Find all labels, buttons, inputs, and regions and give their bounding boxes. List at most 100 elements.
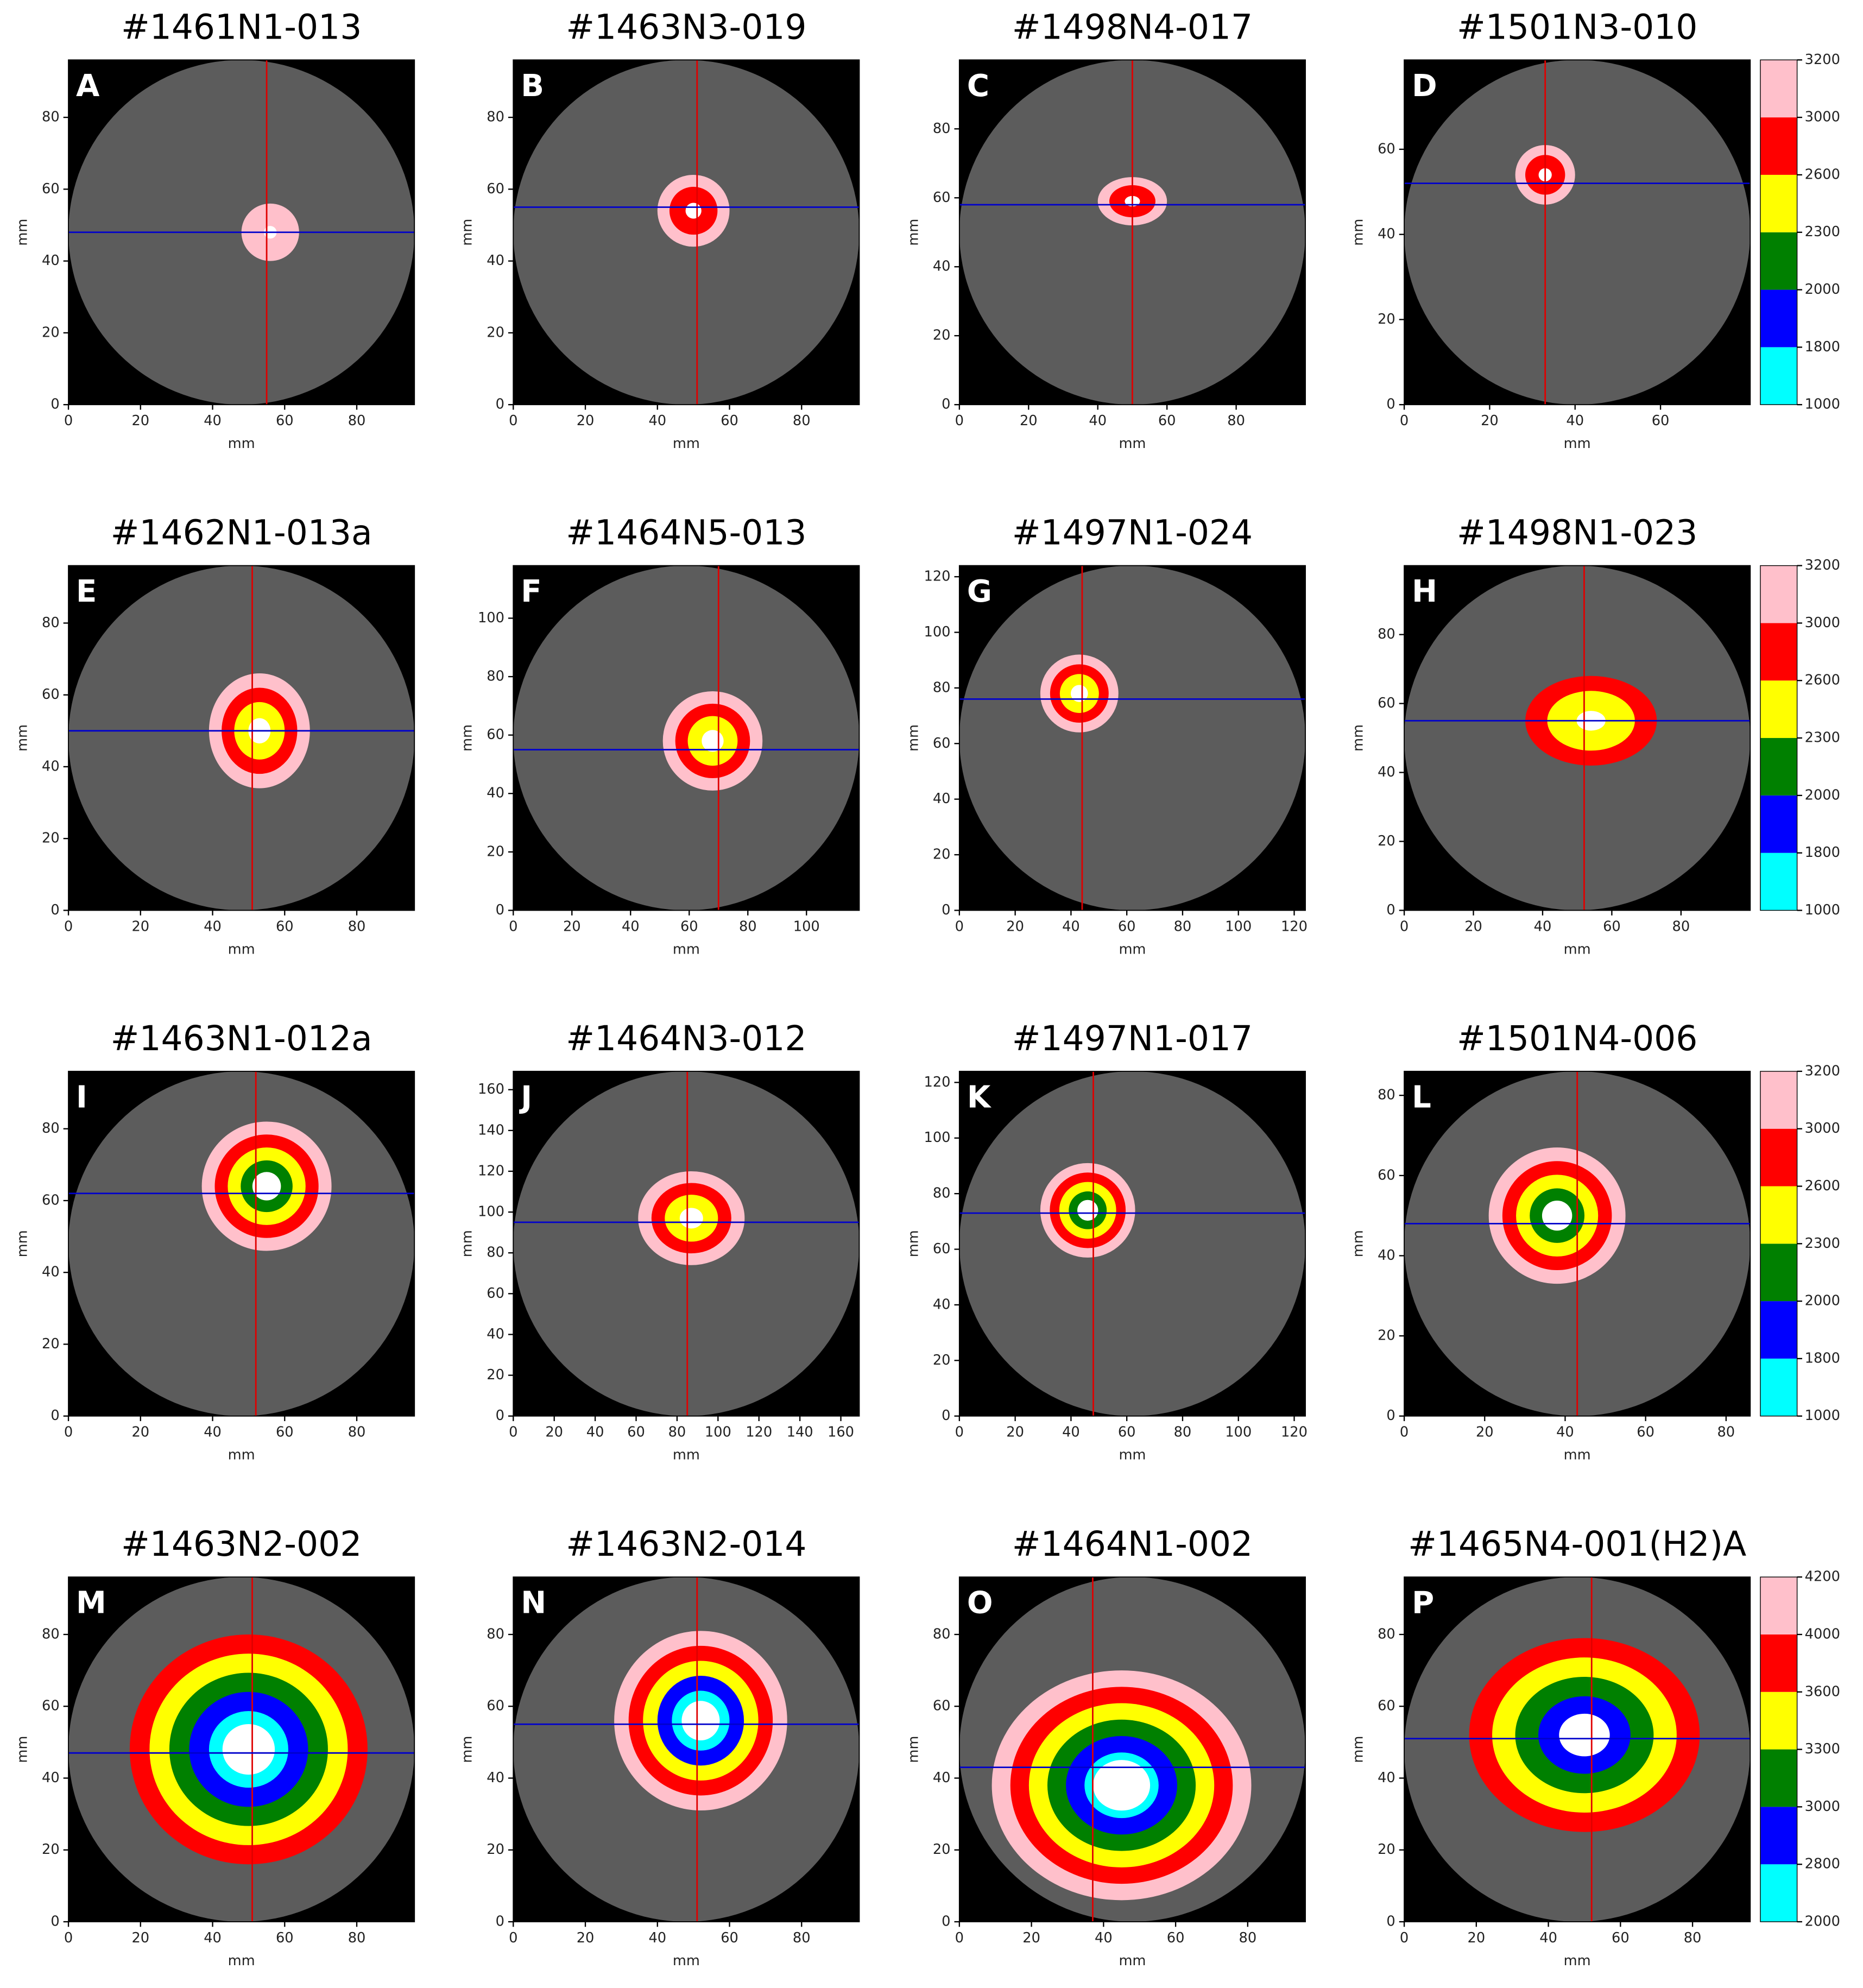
y-tick-label: 40 xyxy=(933,1296,951,1312)
y-tick-label: 100 xyxy=(478,610,504,626)
panel: #1497N1-017 K 0 20 40 60 80 100 120 0 20 40 60 80 100 1… xyxy=(905,1019,1308,1463)
axes xyxy=(959,565,1306,911)
y-axis-label: mm xyxy=(1350,219,1367,246)
x-tick-label: 120 xyxy=(746,1424,772,1441)
panel-label: N xyxy=(521,1586,546,1621)
axes xyxy=(959,1577,1306,1922)
x-tick-label: 80 xyxy=(1174,1424,1192,1441)
x-tick-label: 0 xyxy=(509,918,517,935)
colorbar-tick-label: 1800 xyxy=(1805,339,1840,355)
axes xyxy=(513,60,860,405)
lesion-region xyxy=(1077,1200,1098,1221)
panel-title: #1497N1-017 xyxy=(1012,1019,1253,1058)
panel-label: A xyxy=(76,68,100,104)
lesion-region xyxy=(1542,1201,1573,1231)
x-tick-label: 40 xyxy=(204,918,222,935)
panel-label: L xyxy=(1412,1080,1431,1115)
x-tick-label: 40 xyxy=(1089,413,1107,429)
y-tick-label: 100 xyxy=(478,1204,504,1220)
colorbar-tick-label: 4200 xyxy=(1805,1569,1840,1585)
axes-frame xyxy=(68,1070,415,1417)
x-tick-label: 60 xyxy=(1167,1930,1185,1946)
panel-title: #1498N4-017 xyxy=(1012,7,1253,47)
x-tick-label: 60 xyxy=(1612,1930,1630,1946)
y-tick-label: 40 xyxy=(42,758,60,774)
colorbar-segment xyxy=(1760,60,1797,118)
y-tick-label: 0 xyxy=(50,396,59,413)
x-tick-label: 20 xyxy=(1022,1930,1040,1946)
y-tick-label: 60 xyxy=(933,190,951,206)
panel-title: #1498N1-023 xyxy=(1457,513,1697,553)
x-tick-label: 80 xyxy=(348,413,366,429)
colorbar-segment xyxy=(1760,565,1797,623)
x-axis-label: mm xyxy=(228,1447,255,1463)
panel-title: #1501N3-010 xyxy=(1457,7,1697,47)
lesion-region xyxy=(1092,1760,1151,1811)
axes xyxy=(1404,565,1751,911)
panel-label: O xyxy=(967,1586,993,1621)
x-axis-label: mm xyxy=(228,1953,255,1969)
x-tick-label: 80 xyxy=(1174,918,1192,935)
y-tick-label: 0 xyxy=(942,396,950,413)
x-tick-label: 0 xyxy=(1400,413,1409,429)
x-axis-label: mm xyxy=(1564,1447,1591,1463)
x-tick-label: 40 xyxy=(586,1424,604,1441)
panel-title: #1463N1-012a xyxy=(111,1019,372,1058)
y-tick-label: 40 xyxy=(1378,764,1395,780)
x-tick-label: 40 xyxy=(1534,918,1552,935)
colorbar-segment xyxy=(1760,347,1797,405)
axes-frame xyxy=(958,1070,1306,1417)
y-tick-label: 60 xyxy=(1378,1698,1395,1714)
x-tick-label: 0 xyxy=(955,1930,964,1946)
colorbar-tick-label: 1800 xyxy=(1805,1350,1840,1366)
colorbar-segment xyxy=(1760,232,1797,290)
axes xyxy=(68,1577,415,1922)
panel: #1461N1-013 A 0 20 40 60 80 0 20 40 60 80 mm mm xyxy=(15,7,415,452)
colorbar-tick-label: 2800 xyxy=(1805,1856,1840,1872)
y-tick-label: 60 xyxy=(933,735,951,752)
colorbar-segment xyxy=(1760,1358,1797,1416)
panel: #1462N1-013a E 0 20 40 60 80 0 20 40 60 80 mm mm xyxy=(15,513,415,957)
x-tick-label: 0 xyxy=(1400,1424,1409,1441)
x-tick-label: 40 xyxy=(1566,413,1584,429)
y-tick-label: 20 xyxy=(933,1352,951,1368)
x-tick-label: 40 xyxy=(204,1930,222,1946)
y-axis-label: mm xyxy=(459,1736,476,1763)
x-tick-label: 60 xyxy=(721,1930,738,1946)
x-axis-label: mm xyxy=(1564,436,1591,452)
y-tick-label: 40 xyxy=(1378,1247,1395,1264)
axes-frame xyxy=(1404,59,1751,406)
x-tick-label: 0 xyxy=(955,918,964,935)
scan-disc xyxy=(959,1071,1306,1416)
y-tick-label: 40 xyxy=(42,1264,60,1280)
x-tick-label: 20 xyxy=(131,1930,149,1946)
colorbar-segment xyxy=(1760,680,1797,739)
panel: #1498N4-017 C 0 20 40 60 80 0 20 40 60 80 mm mm xyxy=(905,7,1306,452)
panel-label: D xyxy=(1412,68,1437,104)
x-tick-label: 100 xyxy=(1225,1424,1252,1441)
colorbar-tick-label: 3200 xyxy=(1805,1063,1840,1079)
axes-frame xyxy=(513,1576,860,1922)
y-tick-label: 120 xyxy=(924,569,951,585)
axes xyxy=(68,60,415,405)
panel-title: #1497N1-024 xyxy=(1012,513,1253,553)
x-tick-label: 20 xyxy=(577,1930,595,1946)
y-tick-label: 20 xyxy=(487,1841,504,1858)
x-axis-label: mm xyxy=(1119,941,1146,957)
y-tick-label: 140 xyxy=(478,1122,504,1138)
x-tick-label: 80 xyxy=(1672,918,1690,935)
y-tick-label: 60 xyxy=(487,181,504,197)
x-tick-label: 0 xyxy=(64,1424,73,1441)
y-tick-label: 80 xyxy=(487,668,504,685)
colorbar-segment xyxy=(1760,1634,1797,1692)
x-tick-label: 20 xyxy=(1464,918,1482,935)
y-tick-label: 60 xyxy=(487,1698,504,1714)
x-tick-label: 100 xyxy=(1225,918,1252,935)
y-tick-label: 100 xyxy=(924,1129,951,1146)
y-tick-label: 60 xyxy=(487,727,504,743)
lesion-region xyxy=(1559,1713,1610,1757)
x-tick-label: 80 xyxy=(668,1424,686,1441)
y-tick-label: 60 xyxy=(42,686,60,703)
colorbar-segment xyxy=(1760,1577,1797,1634)
axes xyxy=(68,1071,415,1416)
